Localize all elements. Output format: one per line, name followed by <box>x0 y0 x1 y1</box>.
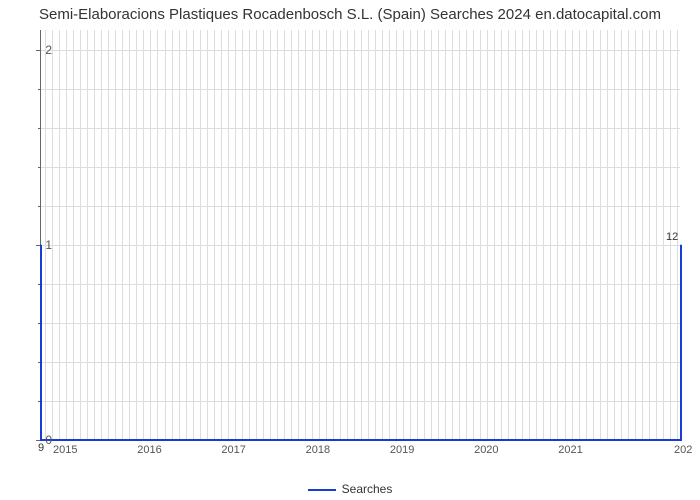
chart-legend: Searches <box>0 482 700 496</box>
xtick-label: 2016 <box>137 444 161 456</box>
point-label-right: 12 <box>666 231 678 243</box>
chart-title: Semi-Elaboracions Plastiques Rocadenbosc… <box>0 0 700 23</box>
xtick-label: 2017 <box>221 444 245 456</box>
series-line <box>41 30 681 440</box>
ytick-label: 2 <box>12 43 52 57</box>
xtick-label: 2018 <box>306 444 330 456</box>
plot-box <box>40 30 680 440</box>
xtick-label: 2015 <box>53 444 77 456</box>
xtick-label: 2019 <box>390 444 414 456</box>
xtick-label: 2021 <box>558 444 582 456</box>
legend-swatch-searches <box>308 489 336 491</box>
xtick-label-partial: 202 <box>674 444 692 456</box>
ytick-label: 0 <box>12 433 52 447</box>
chart-plot-area <box>40 30 680 440</box>
ytick-label: 1 <box>12 238 52 252</box>
xtick-label: 2020 <box>474 444 498 456</box>
legend-label-searches: Searches <box>342 482 393 496</box>
point-label-left: 9 <box>38 442 44 454</box>
